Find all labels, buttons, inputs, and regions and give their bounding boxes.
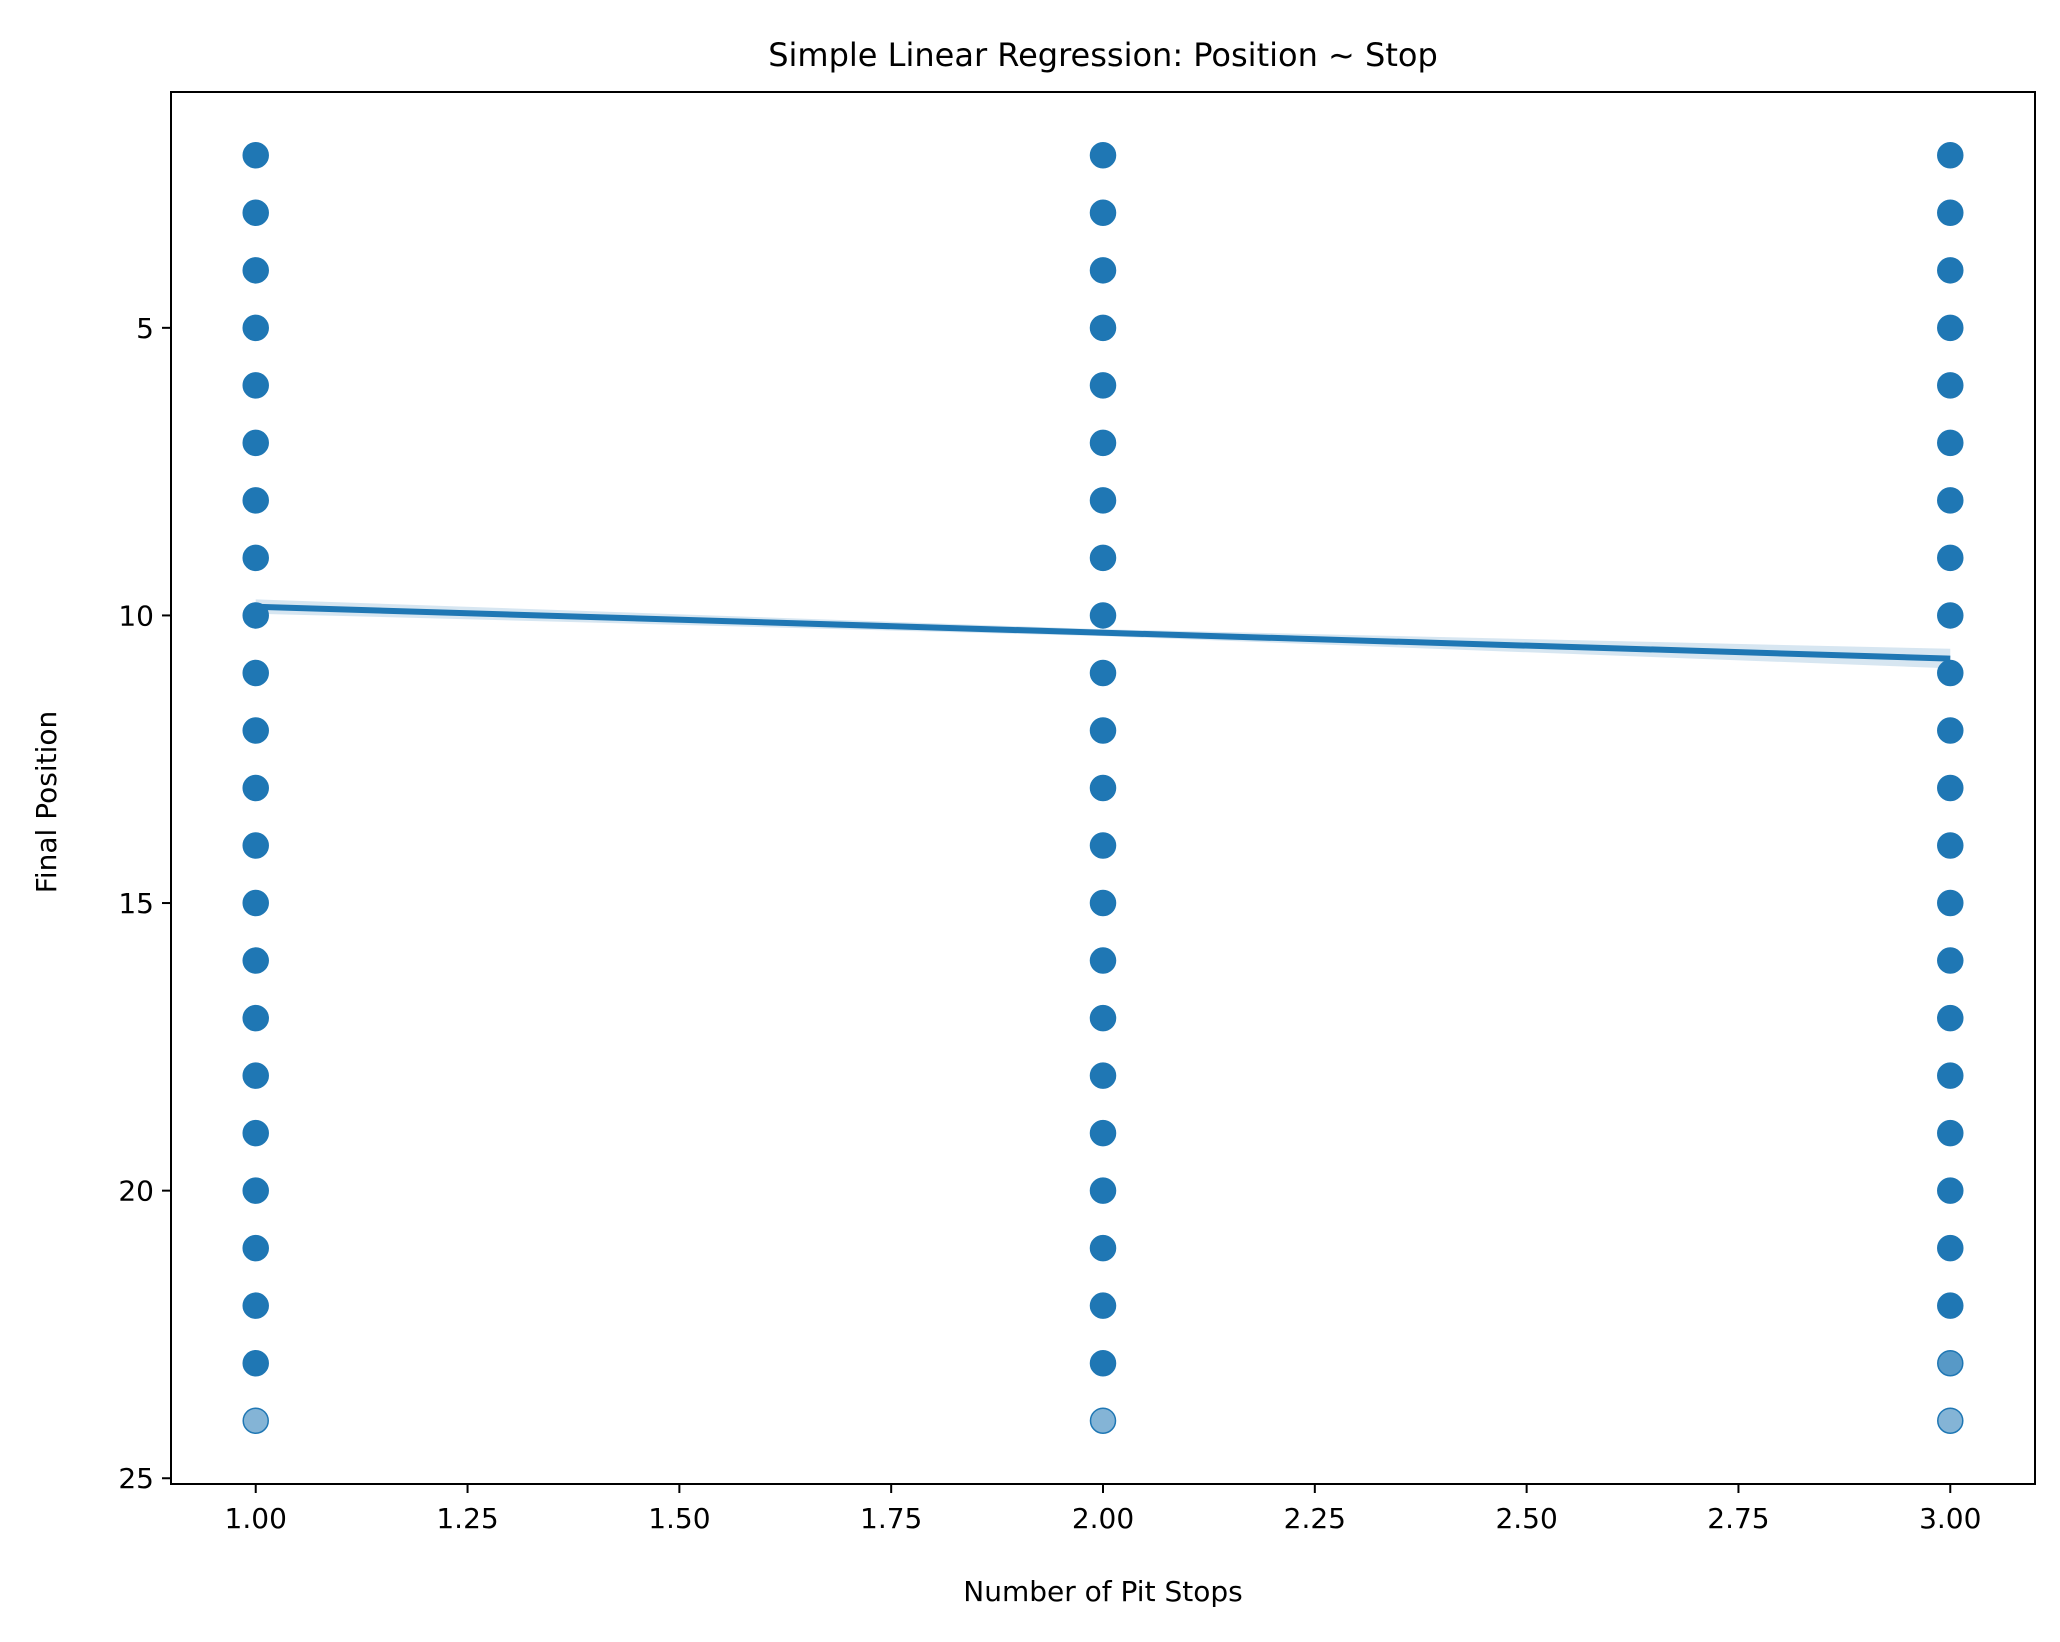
data-point — [1089, 1119, 1117, 1147]
y-tick-label: 25 — [118, 1462, 154, 1495]
data-point — [1089, 1177, 1117, 1204]
data-point — [1089, 1407, 1117, 1434]
data-point — [242, 1234, 269, 1262]
data-point — [242, 142, 269, 169]
x-tick-label: 1.75 — [860, 1502, 922, 1535]
x-tick-label: 2.75 — [1707, 1502, 1769, 1535]
data-point — [1937, 659, 1964, 687]
data-point — [1937, 717, 1964, 744]
y-axis-label: Final Position — [30, 711, 63, 893]
data-point — [242, 544, 269, 572]
data-point — [1089, 372, 1117, 399]
data-point — [1089, 717, 1117, 744]
data-point — [242, 1177, 269, 1204]
data-point — [1089, 1349, 1117, 1377]
data-point — [1937, 1234, 1964, 1262]
x-tick-label: 1.00 — [225, 1502, 287, 1535]
data-point — [1937, 314, 1964, 342]
data-point — [242, 257, 269, 284]
data-point — [1089, 487, 1117, 514]
data-point — [1089, 832, 1117, 859]
data-point — [1937, 1119, 1964, 1147]
data-point — [1937, 602, 1964, 629]
data-point — [1937, 487, 1964, 514]
data-point — [242, 659, 269, 687]
data-point — [1937, 774, 1964, 802]
data-point — [1937, 142, 1964, 169]
y-tick-label: 10 — [118, 599, 154, 632]
data-point — [1937, 429, 1964, 457]
data-point — [1937, 372, 1964, 399]
data-point — [242, 889, 269, 917]
data-point — [242, 1407, 269, 1434]
data-point — [1089, 1292, 1117, 1319]
data-point — [1937, 832, 1964, 859]
data-point — [1937, 889, 1964, 917]
data-point — [242, 199, 269, 227]
data-point — [1089, 889, 1117, 917]
data-point — [1089, 1004, 1117, 1032]
y-axis: 5 10 15 20 25 — [118, 312, 171, 1495]
chart-title: Simple Linear Regression: Position ~ Sto… — [768, 36, 1438, 74]
data-point — [1937, 1349, 1964, 1377]
data-point — [1089, 544, 1117, 572]
data-point — [242, 717, 269, 744]
data-point — [242, 947, 269, 974]
data-point — [1089, 774, 1117, 802]
data-point — [1089, 257, 1117, 284]
data-point — [242, 487, 269, 514]
data-point — [1937, 1062, 1964, 1089]
data-point — [242, 774, 269, 802]
data-point — [242, 1119, 269, 1147]
data-point — [1937, 199, 1964, 227]
data-point — [1089, 199, 1117, 227]
x-axis: 1.00 1.25 1.50 1.75 2.00 2.25 2.50 2.75 3.00 — [225, 1484, 1981, 1535]
data-point — [1937, 544, 1964, 572]
data-point — [1937, 1407, 1964, 1434]
data-point — [242, 1062, 269, 1089]
data-point — [1089, 142, 1117, 169]
data-point — [242, 1292, 269, 1319]
y-tick-label: 5 — [136, 312, 154, 345]
x-tick-label: 3.00 — [1919, 1502, 1981, 1535]
x-axis-label: Number of Pit Stops — [963, 1575, 1242, 1608]
data-point — [1937, 1177, 1964, 1204]
x-tick-label: 2.00 — [1072, 1502, 1134, 1535]
x-tick-label: 1.25 — [436, 1502, 498, 1535]
data-point — [1937, 947, 1964, 974]
data-point — [242, 1004, 269, 1032]
data-point — [242, 429, 269, 457]
data-point — [1089, 659, 1117, 687]
data-point — [1937, 1004, 1964, 1032]
data-point — [1089, 314, 1117, 342]
data-point — [242, 314, 269, 342]
data-point — [1937, 1292, 1964, 1319]
data-point — [1937, 257, 1964, 284]
data-point — [1089, 602, 1117, 629]
x-tick-label: 2.50 — [1495, 1502, 1557, 1535]
scatter-points-layer — [242, 142, 1964, 1434]
x-tick-label: 2.25 — [1284, 1502, 1346, 1535]
data-point — [242, 372, 269, 399]
regression-line — [255, 603, 1951, 662]
x-tick-label: 1.50 — [648, 1502, 710, 1535]
y-tick-label: 15 — [118, 887, 154, 920]
data-point — [1089, 1234, 1117, 1262]
data-point — [1089, 429, 1117, 457]
data-point — [1089, 947, 1117, 974]
data-point — [1089, 1062, 1117, 1089]
data-point — [242, 1349, 269, 1377]
y-tick-label: 20 — [118, 1175, 154, 1208]
data-point — [242, 832, 269, 859]
